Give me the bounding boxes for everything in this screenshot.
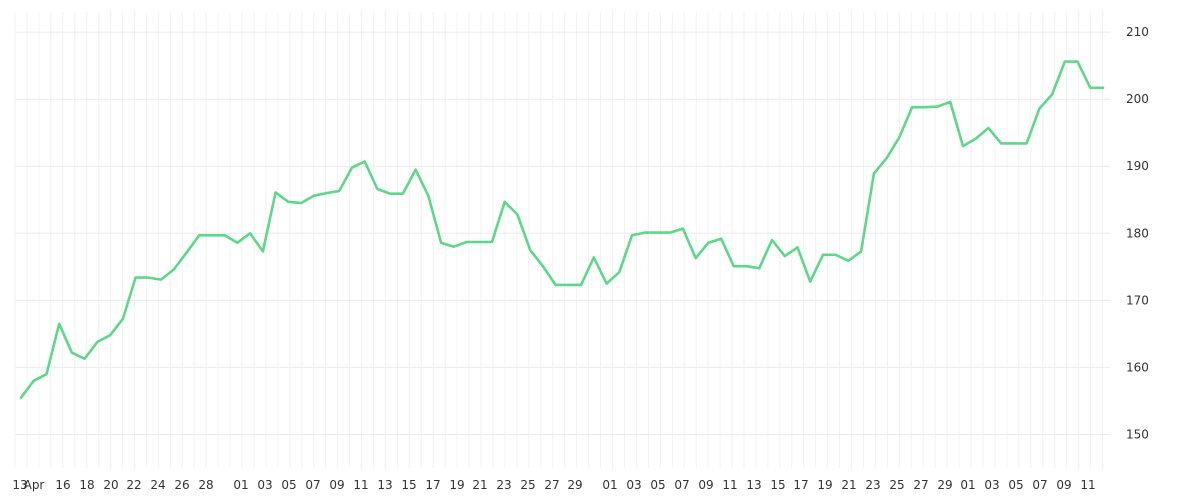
y-tick-label: 210 bbox=[1126, 25, 1149, 39]
x-tick-label: 15 bbox=[770, 478, 785, 492]
x-tick-label: 22 bbox=[126, 478, 141, 492]
y-tick-label: 190 bbox=[1126, 159, 1149, 173]
x-tick-label: 16 bbox=[55, 478, 70, 492]
x-tick-label: 21 bbox=[841, 478, 856, 492]
x-tick-label: 25 bbox=[889, 478, 904, 492]
x-tick-label: 19 bbox=[449, 478, 464, 492]
x-tick-label: 03 bbox=[984, 478, 999, 492]
x-tick-label: Apr bbox=[24, 478, 45, 492]
y-tick-label: 150 bbox=[1126, 428, 1149, 442]
series-layer bbox=[19, 60, 1105, 399]
x-tick-label: 13 bbox=[12, 478, 27, 492]
x-tick-label: 18 bbox=[79, 478, 94, 492]
x-tick-label: 17 bbox=[425, 478, 440, 492]
x-tick-label: 03 bbox=[257, 478, 272, 492]
x-tick-label: 23 bbox=[496, 478, 511, 492]
x-tick-label: 05 bbox=[650, 478, 665, 492]
x-tick-label: 05 bbox=[281, 478, 296, 492]
x-tick-label: 01 bbox=[960, 478, 975, 492]
x-tick-label: 05 bbox=[1008, 478, 1023, 492]
x-tick-label: 01 bbox=[233, 478, 248, 492]
x-tick-label: 21 bbox=[472, 478, 487, 492]
x-tick-label: 15 bbox=[401, 478, 416, 492]
x-tick-label: 11 bbox=[1080, 478, 1095, 492]
x-tick-label: 09 bbox=[329, 478, 344, 492]
series-line bbox=[19, 60, 1105, 399]
y-tick-label: 180 bbox=[1126, 226, 1149, 240]
x-tick-label: 29 bbox=[937, 478, 952, 492]
y-axis-ticks: 150 160 170 180 190 200 210 bbox=[1126, 25, 1149, 441]
x-tick-label: 23 bbox=[865, 478, 880, 492]
x-tick-label: 27 bbox=[544, 478, 559, 492]
x-tick-label: 25 bbox=[520, 478, 535, 492]
x-tick-label: 01 bbox=[602, 478, 617, 492]
y-tick-label: 200 bbox=[1126, 92, 1149, 106]
x-tick-label: 13 bbox=[377, 478, 392, 492]
x-tick-label: 17 bbox=[793, 478, 808, 492]
x-tick-label: 13 bbox=[746, 478, 761, 492]
x-tick-label: 26 bbox=[174, 478, 189, 492]
x-tick-label: 28 bbox=[198, 478, 213, 492]
x-tick-label: 19 bbox=[817, 478, 832, 492]
x-tick-label: 11 bbox=[353, 478, 368, 492]
grid bbox=[14, 12, 1110, 468]
x-tick-label: 09 bbox=[698, 478, 713, 492]
x-tick-label: 11 bbox=[722, 478, 737, 492]
x-tick-label: 20 bbox=[103, 478, 118, 492]
x-tick-label: 07 bbox=[674, 478, 689, 492]
x-tick-label: 03 bbox=[626, 478, 641, 492]
x-tick-label: 24 bbox=[150, 478, 165, 492]
y-tick-label: 170 bbox=[1126, 293, 1149, 307]
x-tick-label: 09 bbox=[1056, 478, 1071, 492]
y-tick-label: 160 bbox=[1126, 360, 1149, 374]
x-tick-label: 07 bbox=[1032, 478, 1047, 492]
x-tick-label: 07 bbox=[305, 478, 320, 492]
x-tick-label: 27 bbox=[913, 478, 928, 492]
x-tick-label: 29 bbox=[567, 478, 582, 492]
